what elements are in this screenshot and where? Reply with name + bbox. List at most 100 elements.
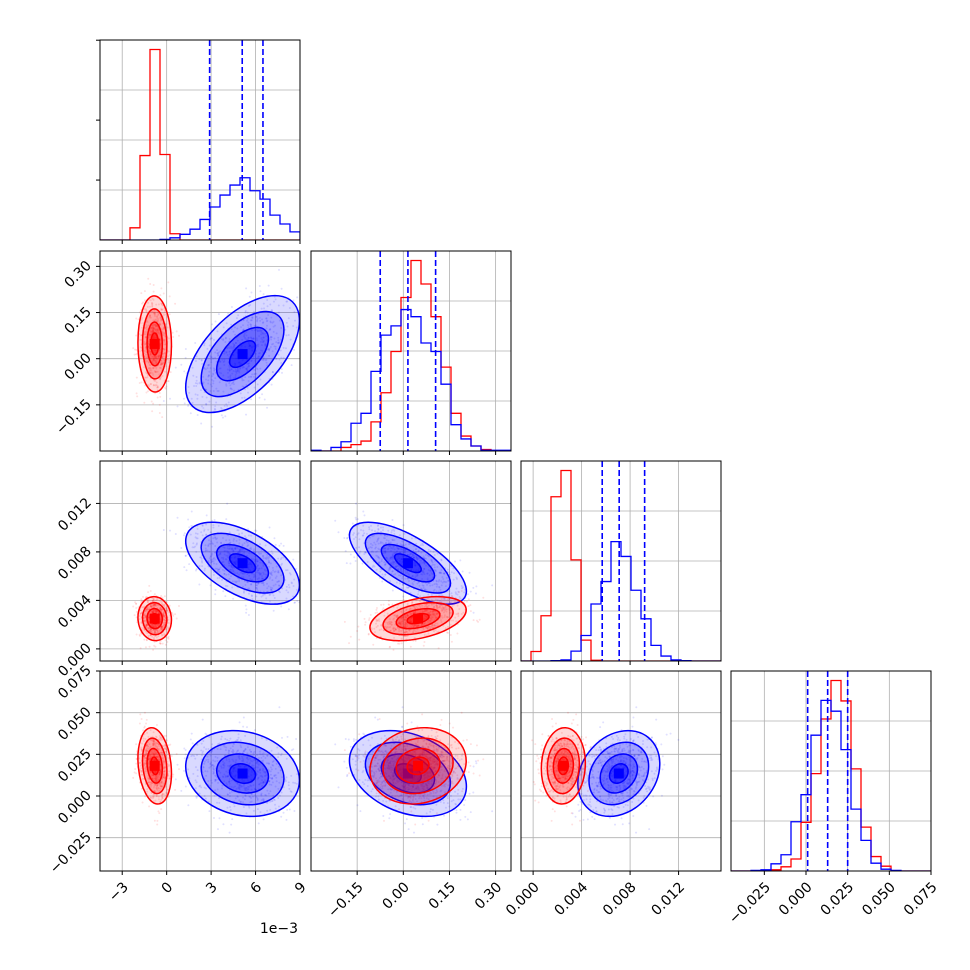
scatter-point xyxy=(431,561,434,564)
scatter-point xyxy=(415,624,418,627)
scatter-point xyxy=(241,572,244,575)
scatter-point xyxy=(247,365,250,368)
scatter-point xyxy=(165,607,168,610)
panel-content xyxy=(521,461,721,661)
scatter-point xyxy=(183,370,186,373)
scatter-point xyxy=(223,569,226,572)
scatter-point xyxy=(237,370,240,373)
scatter-point xyxy=(374,530,377,533)
scatter-point xyxy=(408,629,411,632)
scatter-point xyxy=(163,606,166,609)
scatter-point xyxy=(219,553,222,556)
scatter-point xyxy=(158,630,161,633)
scatter-point xyxy=(205,774,208,777)
scatter-point xyxy=(244,388,247,391)
scatter-point xyxy=(195,542,198,545)
scatter-point xyxy=(146,601,149,604)
scatter-point xyxy=(217,797,220,800)
scatter-point xyxy=(457,590,460,593)
scatter-point xyxy=(206,367,209,370)
scatter-point xyxy=(184,753,187,756)
scatter-point xyxy=(440,559,443,562)
scatter-point xyxy=(208,766,211,769)
scatter-point xyxy=(363,514,366,517)
scatter-point xyxy=(248,344,251,347)
scatter-point xyxy=(252,753,255,756)
scatter-point xyxy=(211,743,214,746)
scatter-point xyxy=(388,645,391,648)
scatter-point xyxy=(409,568,412,571)
scatter-point xyxy=(395,565,398,568)
scatter-point xyxy=(222,558,225,561)
scatter-point xyxy=(402,598,405,601)
scatter-point xyxy=(255,582,258,585)
scatter-point xyxy=(152,648,155,651)
scatter-point xyxy=(363,553,366,556)
scatter-point xyxy=(248,785,251,788)
scatter-point xyxy=(163,348,166,351)
scatter-point xyxy=(387,542,390,545)
scatter-point xyxy=(241,532,244,535)
scatter-point xyxy=(246,581,249,584)
scatter-point xyxy=(203,760,206,763)
scatter-point xyxy=(435,579,438,582)
scatter-point xyxy=(255,372,258,375)
scatter-point xyxy=(225,758,228,761)
scatter-point xyxy=(214,558,217,561)
scatter-point xyxy=(264,544,267,547)
scatter-point xyxy=(270,572,273,575)
scatter-point xyxy=(385,534,388,537)
scatter-point xyxy=(224,550,227,553)
scatter-point xyxy=(238,784,241,787)
scatter-point xyxy=(150,327,153,330)
scatter-point xyxy=(406,577,409,580)
scatter-point xyxy=(159,361,162,364)
scatter-point xyxy=(428,626,431,629)
scatter-point xyxy=(389,550,392,553)
scatter-point xyxy=(230,772,233,775)
scatter-point xyxy=(410,568,413,571)
scatter-point xyxy=(385,539,388,542)
scatter-point xyxy=(148,617,151,620)
scatter-point xyxy=(374,612,377,615)
scatter-point xyxy=(469,590,472,593)
scatter-point xyxy=(226,371,229,374)
scatter-point xyxy=(262,336,265,339)
scatter-point xyxy=(439,571,442,574)
scatter-point xyxy=(273,537,276,540)
scatter-point xyxy=(256,339,259,342)
scatter-point xyxy=(213,407,216,410)
scatter-point xyxy=(250,750,253,753)
scatter-point xyxy=(265,794,268,797)
scatter-point xyxy=(403,625,406,628)
scatter-point xyxy=(228,366,231,369)
scatter-point xyxy=(159,344,162,347)
scatter-point xyxy=(232,550,235,553)
scatter-point xyxy=(370,628,373,631)
scatter-point xyxy=(233,766,236,769)
scatter-point xyxy=(145,376,148,379)
scatter-point xyxy=(234,556,237,559)
scatter-point xyxy=(212,524,215,527)
scatter-point xyxy=(234,368,237,371)
scatter-point xyxy=(157,303,160,306)
scatter-point xyxy=(158,348,161,351)
scatter-point xyxy=(362,534,365,537)
scatter-point xyxy=(430,623,433,626)
scatter-point xyxy=(239,366,242,369)
scatter-point xyxy=(237,361,240,364)
scatter-point xyxy=(222,390,225,393)
scatter-point xyxy=(277,571,280,574)
scatter-point xyxy=(216,330,219,333)
scatter-point xyxy=(252,337,255,340)
scatter-point xyxy=(209,367,212,370)
scatter-point xyxy=(269,321,272,324)
scatter-point xyxy=(256,766,259,769)
scatter-point xyxy=(412,625,415,628)
scatter-point xyxy=(278,341,281,344)
scatter-point xyxy=(153,625,156,628)
scatter-point xyxy=(287,333,290,336)
scatter-point xyxy=(153,603,156,606)
scatter-point xyxy=(421,561,424,564)
scatter-point xyxy=(405,617,408,620)
